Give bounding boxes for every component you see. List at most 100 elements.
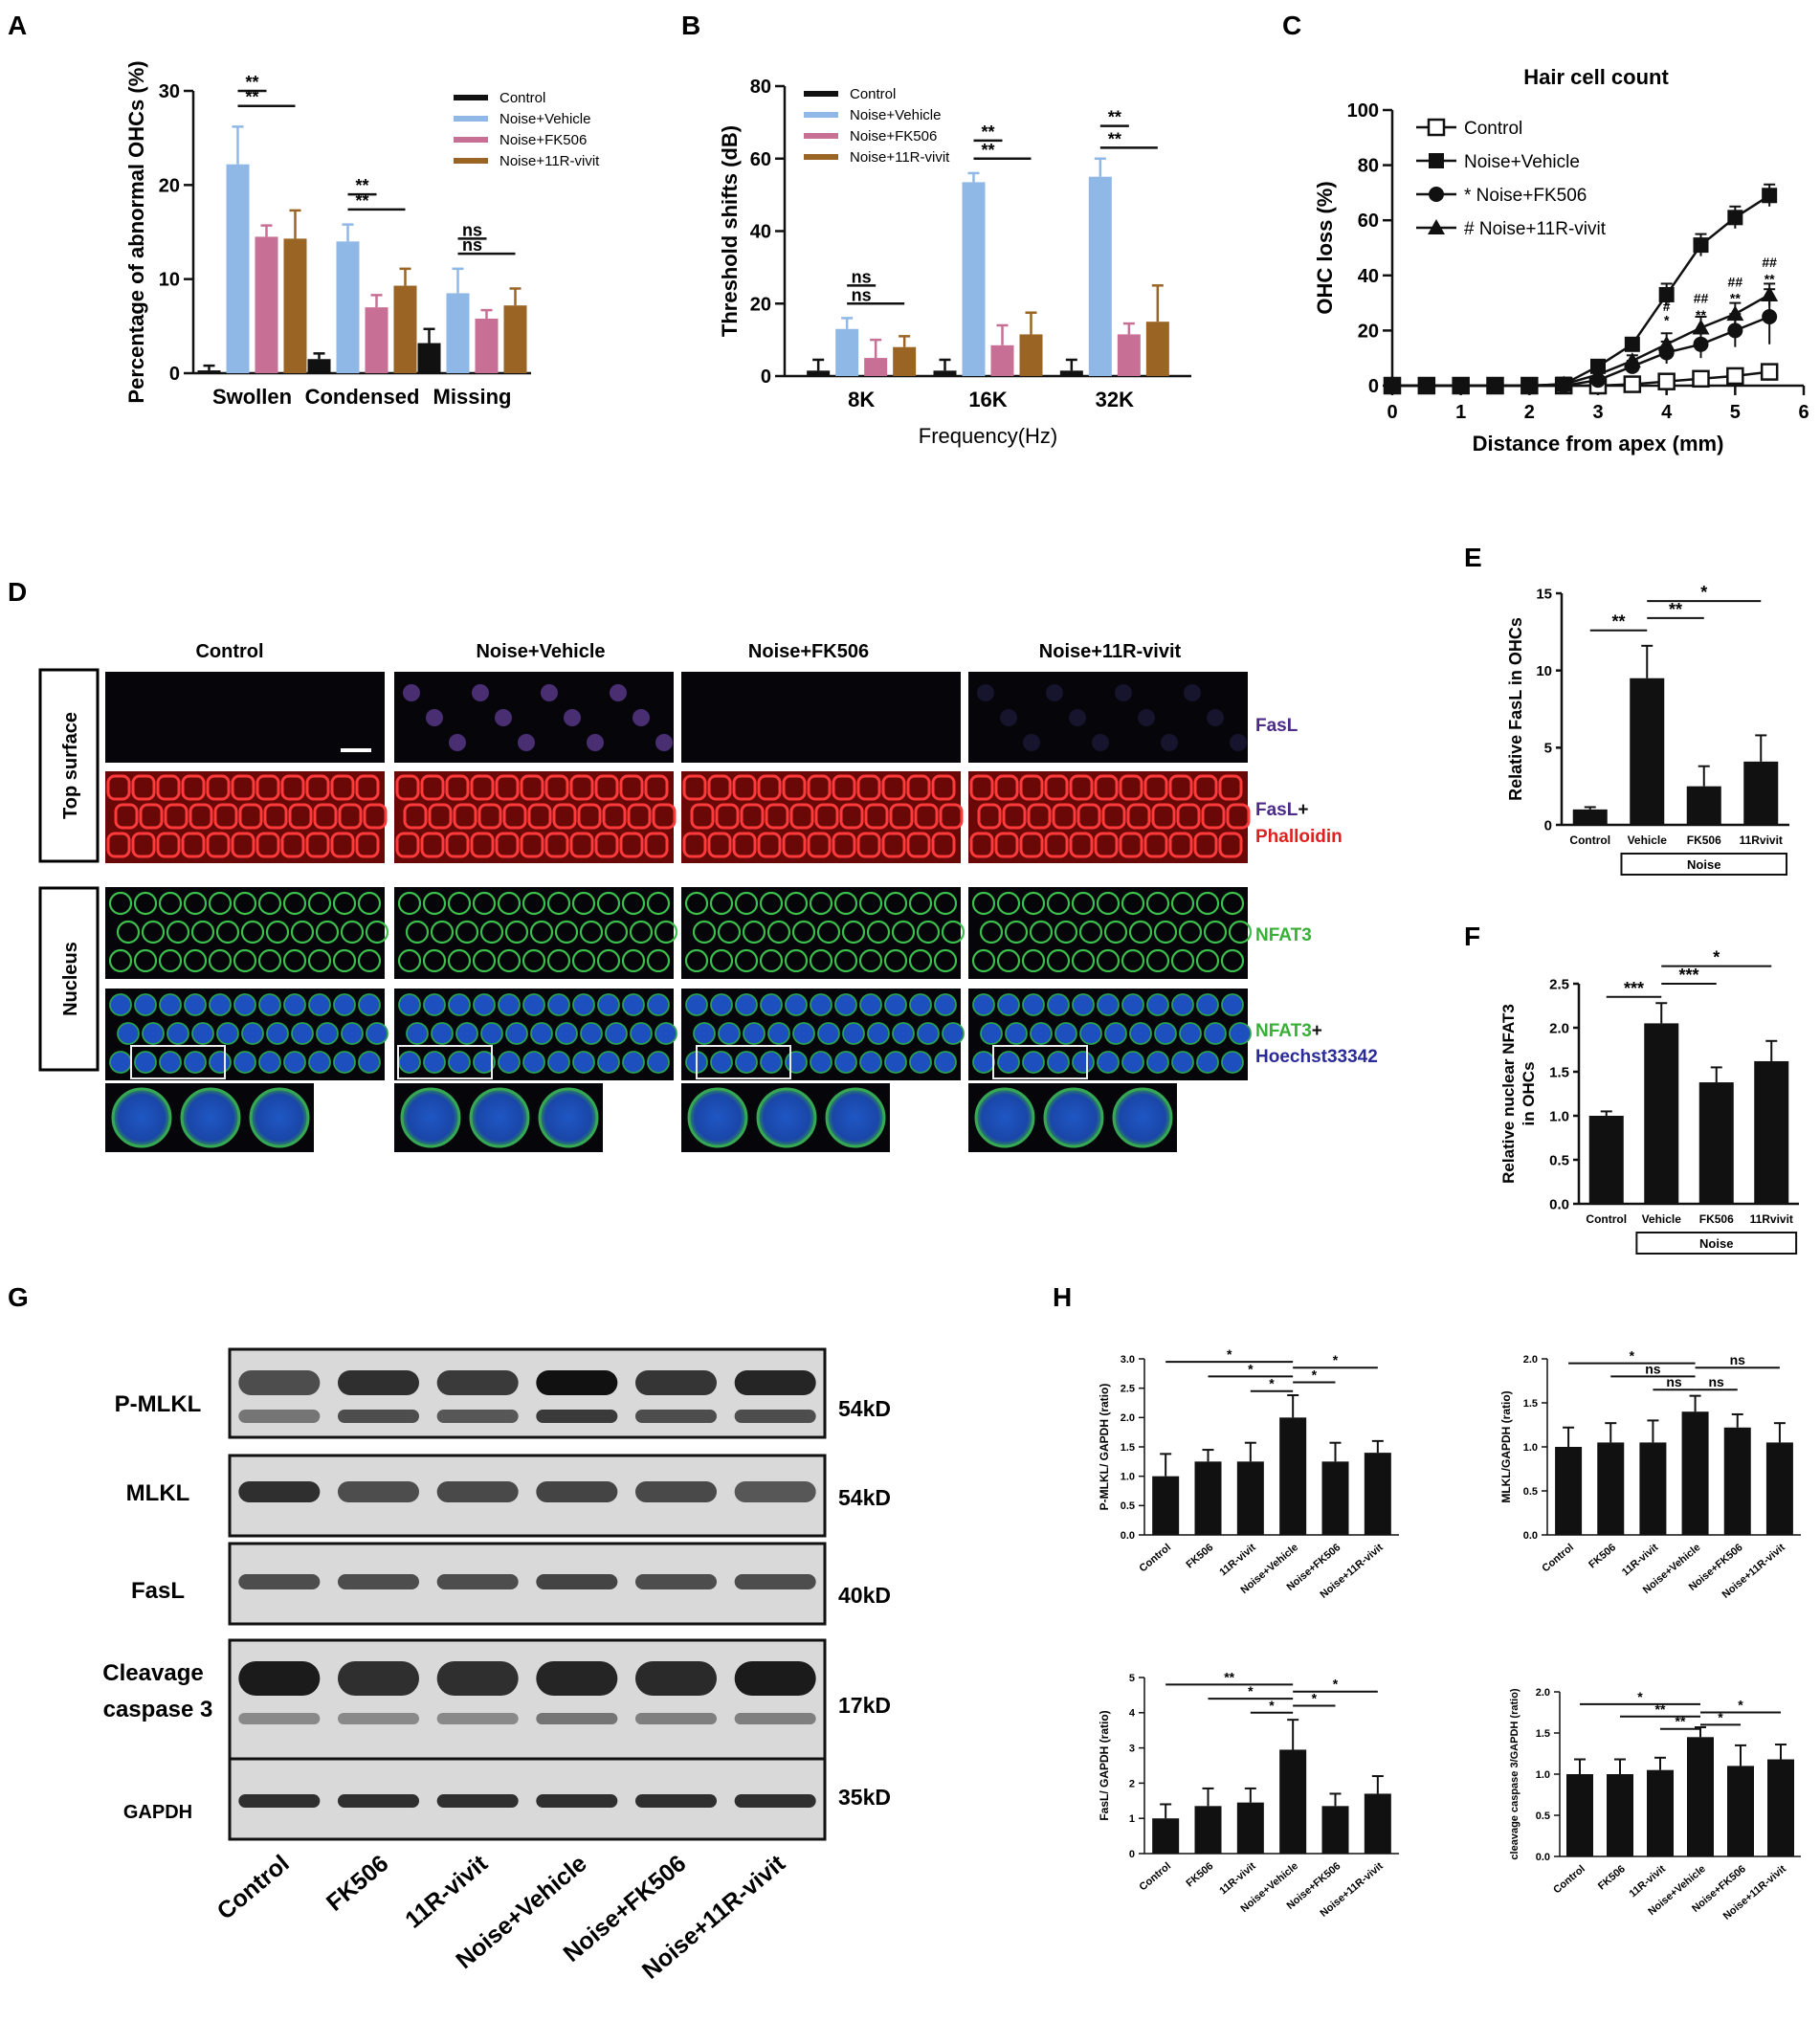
blot-label-gapdh: GAPDH <box>123 1802 192 1823</box>
blot-band <box>536 1370 618 1395</box>
inset-nucleus <box>400 1087 461 1148</box>
phal-cell <box>305 774 330 801</box>
x-category-label: 11R-vivit <box>1217 1542 1258 1578</box>
nucleus-cell <box>1146 993 1169 1016</box>
phal-cell <box>1052 803 1076 830</box>
blot-band <box>436 1370 519 1395</box>
x-category-label: Swollen <box>212 385 292 409</box>
bar <box>1236 1461 1264 1535</box>
nfat-cell <box>604 920 629 944</box>
nfat-cell <box>784 948 809 973</box>
nfat-cell <box>784 891 809 916</box>
nfat-cell <box>108 891 133 916</box>
nfat-cell <box>208 948 233 973</box>
bar-noise-fk506 <box>1117 334 1141 376</box>
phal-cell <box>238 803 263 830</box>
blot-label-fasl: FasL <box>131 1578 185 1604</box>
phal-cell <box>231 832 255 858</box>
phal-cell <box>363 803 388 830</box>
phal-cell <box>757 832 782 858</box>
panel-g-western-blot: P-MLKL MLKL FasL Cleavage caspase 3 GAPD… <box>102 1347 891 1985</box>
blot-band <box>337 1410 420 1423</box>
y-tick-label: 10 <box>1536 663 1552 679</box>
micrograph-fasl-3 <box>968 672 1248 763</box>
nfat-cell <box>1195 948 1220 973</box>
significance-label: ** <box>1224 1669 1234 1684</box>
phal-cell <box>544 774 569 801</box>
bar-noise-vehicle <box>835 328 859 376</box>
blot-band <box>734 1661 816 1696</box>
significance-label: * <box>1713 948 1720 967</box>
stain-fasl-part: FasL <box>1255 800 1298 820</box>
nucleus-cell <box>117 1022 140 1045</box>
significance-label: * <box>1269 1376 1275 1391</box>
phal-cell <box>181 832 206 858</box>
nucleus-cell <box>498 993 521 1016</box>
fasl-spot <box>541 684 558 701</box>
y-tick-label: 100 <box>1347 100 1379 122</box>
nucleus-cell <box>1204 1022 1227 1045</box>
nucleus-cell <box>718 1022 741 1045</box>
bar <box>1555 1447 1583 1535</box>
inset-nucleus <box>249 1087 310 1148</box>
fasl-spot <box>1046 684 1063 701</box>
significance-label: ** <box>1730 291 1741 306</box>
x-axis-label: Frequency(Hz) <box>919 424 1057 448</box>
nucleus-cell <box>997 993 1020 1016</box>
x-category-label: 8K <box>848 388 875 411</box>
phal-cell <box>189 803 213 830</box>
bar <box>1687 1737 1714 1856</box>
fasl-spot <box>495 709 512 726</box>
nfat-cell <box>307 948 332 973</box>
chart-title: Hair cell count <box>1523 65 1669 89</box>
nucleus-cell <box>842 1022 865 1045</box>
phal-cell <box>1101 803 1126 830</box>
blot-band <box>734 1713 816 1724</box>
nfat-cell <box>257 891 282 916</box>
nfat-cell <box>504 920 529 944</box>
nfat-cell <box>479 920 504 944</box>
nucleus-cell <box>209 1051 232 1074</box>
nucleus-cell <box>406 1022 429 1045</box>
nucleus-cell <box>233 1051 256 1074</box>
phal-cell <box>338 803 363 830</box>
nfat-cell <box>522 948 546 973</box>
blot-band <box>436 1410 519 1423</box>
nucleus-cell <box>1022 1051 1045 1074</box>
phal-cell <box>114 803 139 830</box>
nfat-cell <box>841 920 866 944</box>
nfat-cell <box>1004 920 1029 944</box>
y-tick-label: 0.0 <box>1121 1530 1135 1542</box>
significance-label: * <box>1664 313 1670 328</box>
blot-band <box>634 1794 718 1808</box>
panel-letter-h: H <box>1053 1282 1072 1312</box>
nucleus-cell <box>1097 1051 1120 1074</box>
fasl-spot <box>1023 734 1040 751</box>
significance-label: ** <box>981 141 994 160</box>
legend-swatch <box>454 158 488 164</box>
column-label-noise-fk506: Noise+FK506 <box>748 641 869 662</box>
micrograph-phal-1 <box>394 771 677 863</box>
phal-cell <box>477 803 502 830</box>
zoom-inset-0 <box>105 1083 314 1152</box>
bar-noise-fk506 <box>475 318 499 373</box>
nucleus-cell <box>647 1051 670 1074</box>
nucleus-cell <box>233 993 256 1016</box>
tile-bg <box>968 887 1248 979</box>
nfat-cell <box>1128 920 1153 944</box>
phal-cell <box>131 832 156 858</box>
phal-cell <box>757 774 782 801</box>
blot-band <box>436 1713 519 1724</box>
panel-letter-e: E <box>1464 543 1482 572</box>
bar <box>1698 1082 1734 1204</box>
nfat-cell <box>1220 891 1245 916</box>
y-tick-label: 0 <box>1544 817 1552 833</box>
x-category-label: FK506 <box>1596 1863 1628 1892</box>
micrograph-nfat-2 <box>681 887 965 979</box>
phal-cell <box>395 774 420 801</box>
phal-cell <box>1193 832 1218 858</box>
nucleus-cell <box>448 1051 471 1074</box>
y-tick-label: 0 <box>1368 376 1379 397</box>
